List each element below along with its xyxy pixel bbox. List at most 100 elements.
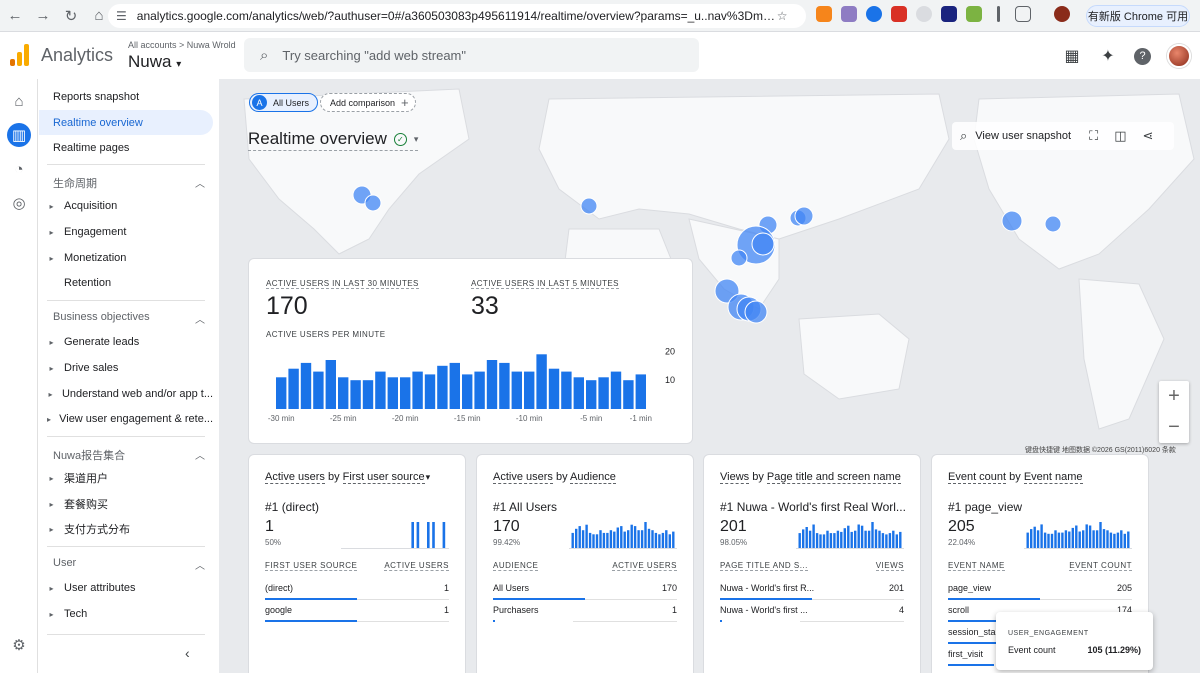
nav-drive-sales[interactable]: ▸ Drive sales [39, 357, 213, 379]
home-icon[interactable]: ⌂ [94, 7, 104, 24]
nav-reports-snapshot[interactable]: Reports snapshot [53, 90, 140, 103]
sparkline-bar[interactable] [442, 522, 446, 548]
card-metric[interactable]: Views [720, 471, 750, 484]
sparkline-bar[interactable] [637, 530, 640, 548]
sparkline-bar[interactable] [658, 534, 661, 548]
sparkline-bar[interactable] [620, 526, 623, 548]
help-icon[interactable]: ? [1134, 47, 1151, 65]
card-metric[interactable]: Active users [265, 471, 325, 484]
page-title[interactable]: Realtime overview ✓ ▾ [248, 129, 419, 151]
chart-bar[interactable] [635, 374, 646, 409]
sparkline-bar[interactable] [1095, 530, 1099, 548]
sparkline-bar[interactable] [613, 531, 616, 548]
sparkline-bar[interactable] [867, 530, 871, 548]
chart-bar[interactable] [486, 360, 498, 409]
chart-bar[interactable] [437, 365, 448, 409]
search-input[interactable]: ⌕ Try searching "add web stream" [244, 38, 699, 72]
card-metric[interactable]: Active users [493, 471, 553, 484]
sparkline-bar[interactable] [668, 534, 671, 548]
chart-bar[interactable] [300, 362, 312, 409]
share-icon[interactable]: ⋖ [1142, 128, 1154, 143]
chart-bar[interactable] [412, 371, 423, 409]
table-row-name[interactable]: page_view [948, 583, 992, 593]
nav-acquisition[interactable]: ▸ Acquisition [39, 195, 213, 217]
sparkline-bar[interactable] [822, 534, 826, 548]
sparkline-bar[interactable] [606, 532, 609, 548]
chart-bar[interactable] [573, 377, 584, 409]
advertising-icon[interactable]: ◎ [12, 195, 26, 212]
chart-bar[interactable] [449, 362, 460, 409]
sparkline-bar[interactable] [1092, 530, 1095, 548]
sparkle-icon[interactable]: ✦ [1101, 48, 1115, 65]
sparkline-bar[interactable] [575, 528, 578, 548]
sparkline-bar[interactable] [1071, 527, 1074, 548]
sparkline-bar[interactable] [616, 527, 619, 549]
chart-bar[interactable] [313, 371, 324, 409]
column-header[interactable]: FIRST USER SOURCE [265, 561, 358, 571]
sparkline-bar[interactable] [627, 530, 630, 548]
sparkline-bar[interactable] [672, 531, 675, 548]
extension-icon[interactable] [841, 6, 857, 22]
sparkline-bar[interactable] [802, 529, 805, 548]
card-metric[interactable]: Event count [948, 471, 1007, 484]
card-sparkline[interactable] [1024, 519, 1132, 549]
sparkline-bar[interactable] [1120, 530, 1123, 548]
reports-icon[interactable]: ▥ [7, 123, 31, 147]
sparkline-bar[interactable] [1106, 530, 1109, 548]
card-sparkline[interactable] [569, 519, 677, 549]
chart-bar[interactable] [338, 377, 349, 409]
sparkline-bar[interactable] [1068, 531, 1071, 549]
sparkline-bar[interactable] [1102, 529, 1106, 548]
column-header[interactable]: EVENT COUNT [1069, 561, 1132, 571]
metamask-extension-icon[interactable] [816, 6, 832, 22]
sparkline-bar[interactable] [815, 533, 819, 548]
sparkline-bar[interactable] [1082, 530, 1085, 548]
sparkline-bar[interactable] [1113, 533, 1116, 548]
chart-bar[interactable] [499, 362, 510, 409]
sparkline-bar[interactable] [857, 524, 860, 549]
sparkline-bar[interactable] [1057, 532, 1061, 548]
sparkline-bar[interactable] [819, 534, 822, 548]
collapse-sidebar-chevron-icon[interactable]: ‹ [185, 645, 190, 661]
bookmark-star-icon[interactable]: ☆ [776, 9, 788, 23]
chart-bar[interactable] [362, 380, 374, 409]
sparkline-bar[interactable] [1109, 532, 1113, 548]
sparkline-bar[interactable] [798, 533, 801, 548]
address-bar[interactable]: ☰ analytics.google.com/analytics/web/?au… [108, 4, 806, 28]
sparkline-bar[interactable] [843, 528, 846, 548]
forward-icon[interactable]: → [35, 7, 51, 24]
active-users-per-minute-chart[interactable]: 20 10 -30 min -25 min -20 min -15 min -10 min -… [249, 259, 694, 445]
sparkline-bar[interactable] [599, 530, 602, 548]
sparkline-bar[interactable] [432, 522, 435, 548]
nav-user-attributes[interactable]: ▸ User attributes [39, 577, 213, 599]
chart-bar[interactable] [424, 374, 436, 409]
chart-bar[interactable] [586, 380, 597, 409]
chart-bar[interactable] [536, 354, 547, 409]
section-user[interactable]: User ︿ [53, 557, 205, 572]
sparkline-bar[interactable] [871, 522, 874, 548]
column-header[interactable]: ACTIVE USERS [612, 561, 677, 571]
chart-bar[interactable] [524, 371, 535, 409]
sparkline-bar[interactable] [1123, 533, 1126, 548]
sparkline-bar[interactable] [840, 531, 843, 548]
sparkline-bar[interactable] [808, 530, 812, 548]
table-row-name[interactable]: session_sta... [948, 627, 1004, 637]
sparkline-bar[interactable] [581, 530, 585, 548]
sparkline-bar[interactable] [585, 524, 588, 548]
chart-bar[interactable] [288, 368, 299, 409]
chart-bar[interactable] [511, 371, 522, 409]
sparkline-bar[interactable] [874, 529, 878, 548]
nav-generate-leads[interactable]: ▸ Generate leads [39, 331, 213, 353]
sparkline-bar[interactable] [860, 525, 864, 548]
card-title[interactable]: Views by Page title and screen name [720, 471, 901, 484]
puzzle-extensions-icon[interactable] [1015, 6, 1031, 22]
chart-bar[interactable] [474, 371, 485, 409]
compare-icon[interactable]: ◫ [1114, 128, 1127, 143]
extension-icon[interactable] [891, 6, 907, 22]
chart-bar[interactable] [610, 371, 622, 409]
chart-bar[interactable] [350, 380, 361, 409]
kpi-label-5min[interactable]: ACTIVE USERS IN LAST 5 MINUTES [471, 279, 619, 289]
table-row-name[interactable]: (direct) [265, 583, 294, 593]
nav-view-engagement[interactable]: ▸ View user engagement & rete... [39, 408, 213, 430]
sparkline-bar[interactable] [826, 530, 829, 548]
